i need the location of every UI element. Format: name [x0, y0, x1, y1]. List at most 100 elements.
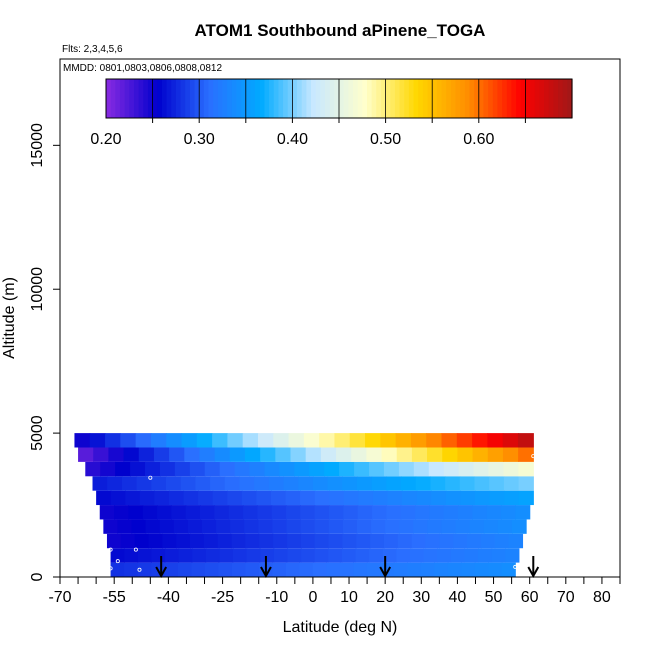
heatmap-cell	[185, 505, 201, 520]
heatmap-cell	[380, 433, 397, 448]
colorbar-segment	[208, 79, 214, 118]
heatmap-cell	[184, 447, 201, 462]
heatmap-cell	[320, 447, 337, 462]
colorbar-segment	[506, 79, 513, 118]
heatmap-cell	[349, 433, 366, 448]
heatmap-cell	[154, 490, 170, 506]
heatmap-cell	[327, 476, 343, 491]
colorbar-segment	[530, 79, 536, 118]
colorbar-segment	[269, 79, 275, 118]
heatmap-cell	[386, 505, 402, 520]
colorbar-segment	[534, 79, 540, 118]
colorbar-segment	[483, 79, 489, 118]
heatmap-cell	[450, 548, 466, 563]
observation-point	[72, 454, 77, 459]
x-tick-label: 30	[412, 589, 430, 606]
heatmap-cell	[457, 447, 474, 462]
heatmap-cell	[328, 548, 343, 563]
y-axis: 0 5000 10000 15000	[29, 123, 60, 581]
x-tick-label: 0	[308, 589, 317, 606]
heatmap-cell	[89, 433, 106, 448]
heatmap-cell	[474, 476, 490, 491]
heatmap-cell	[162, 533, 177, 549]
heatmap-cell	[242, 433, 259, 448]
colorbar-segment	[497, 79, 503, 118]
colorbar-frame	[105, 78, 573, 119]
heatmap-cell	[259, 533, 274, 549]
y-tick-label: 15000	[29, 123, 46, 168]
heatmap-cell	[134, 533, 150, 549]
colorbar-tick-label: 0.50	[370, 131, 401, 148]
x-tick-label: 70	[557, 589, 575, 606]
heatmap-cell	[166, 433, 183, 448]
heatmap-cell	[212, 433, 228, 448]
heatmap-cell	[356, 519, 372, 534]
heatmap-cell	[138, 447, 155, 462]
heatmap-cell	[217, 533, 233, 549]
heatmap-cell	[285, 562, 301, 577]
observation-point	[108, 566, 113, 571]
heatmap-cell	[151, 548, 166, 563]
colorbar: 0.20 0.30 0.40 0.50 0.60	[90, 78, 573, 148]
heatmap-cell	[326, 562, 341, 577]
heatmap-cell	[136, 476, 152, 491]
heatmap-cell	[314, 490, 330, 506]
colorbar-segment	[362, 79, 368, 118]
heatmap-cell	[168, 490, 185, 506]
heatmap-cell	[355, 548, 370, 563]
heatmap-cell	[342, 533, 357, 549]
heatmap-cell	[214, 505, 230, 520]
heatmap-cell	[115, 461, 131, 477]
heatmap-cell	[458, 461, 475, 477]
heatmap-cell	[229, 447, 246, 462]
heatmap-cell	[369, 548, 384, 563]
heatmap-cell	[99, 505, 115, 520]
heatmap-cell	[411, 533, 427, 549]
colorbar-segment	[492, 79, 499, 118]
heatmap-cell	[196, 433, 213, 448]
heatmap-cell	[294, 461, 310, 477]
heatmap-cell	[245, 533, 260, 549]
heatmap-cell	[437, 548, 452, 563]
heatmap-cell	[183, 490, 199, 506]
heatmap-cell	[328, 533, 344, 549]
colorbar-segment	[227, 79, 233, 118]
colorbar-segment	[306, 79, 312, 118]
x-tick-label: -70	[48, 589, 71, 606]
x-tick-label: 40	[449, 589, 467, 606]
heatmap-cell	[431, 490, 447, 506]
colorbar-segment	[245, 79, 252, 118]
heatmap-cell	[300, 519, 316, 534]
colorbar-segment	[287, 79, 293, 118]
observation-point	[513, 564, 518, 569]
colorbar-segment	[329, 79, 335, 118]
heatmap-cell	[233, 548, 248, 563]
heatmap-cell	[137, 562, 152, 577]
heatmap-cell	[245, 562, 260, 577]
heatmap-cell	[214, 447, 231, 462]
colorbar-segment	[567, 79, 573, 118]
colorbar-segment	[366, 79, 373, 118]
heatmap-cell	[120, 533, 136, 549]
observation-point	[531, 514, 536, 519]
heatmap-cell	[189, 461, 206, 477]
heatmap-cell	[459, 476, 476, 491]
heatmap-cell	[105, 433, 121, 448]
heatmap-cell	[285, 490, 301, 506]
arrow-head	[527, 566, 540, 579]
heatmap-cell	[489, 476, 505, 491]
colorbar-segment	[157, 79, 163, 118]
heatmap-cell	[487, 447, 504, 462]
colorbar-segment	[161, 79, 168, 118]
heatmap-cell	[416, 490, 432, 506]
colorbar-segment	[115, 79, 121, 118]
heatmap-cell	[488, 461, 505, 477]
colorbar-segment	[502, 79, 508, 118]
heatmap-cell	[124, 562, 139, 577]
colorbar-segment	[390, 79, 396, 118]
heatmap-cell	[272, 562, 287, 577]
heatmap-cell	[505, 548, 520, 563]
heatmap-cell	[219, 548, 234, 563]
heatmap-cell	[181, 433, 198, 448]
heatmap-cell	[241, 490, 258, 506]
